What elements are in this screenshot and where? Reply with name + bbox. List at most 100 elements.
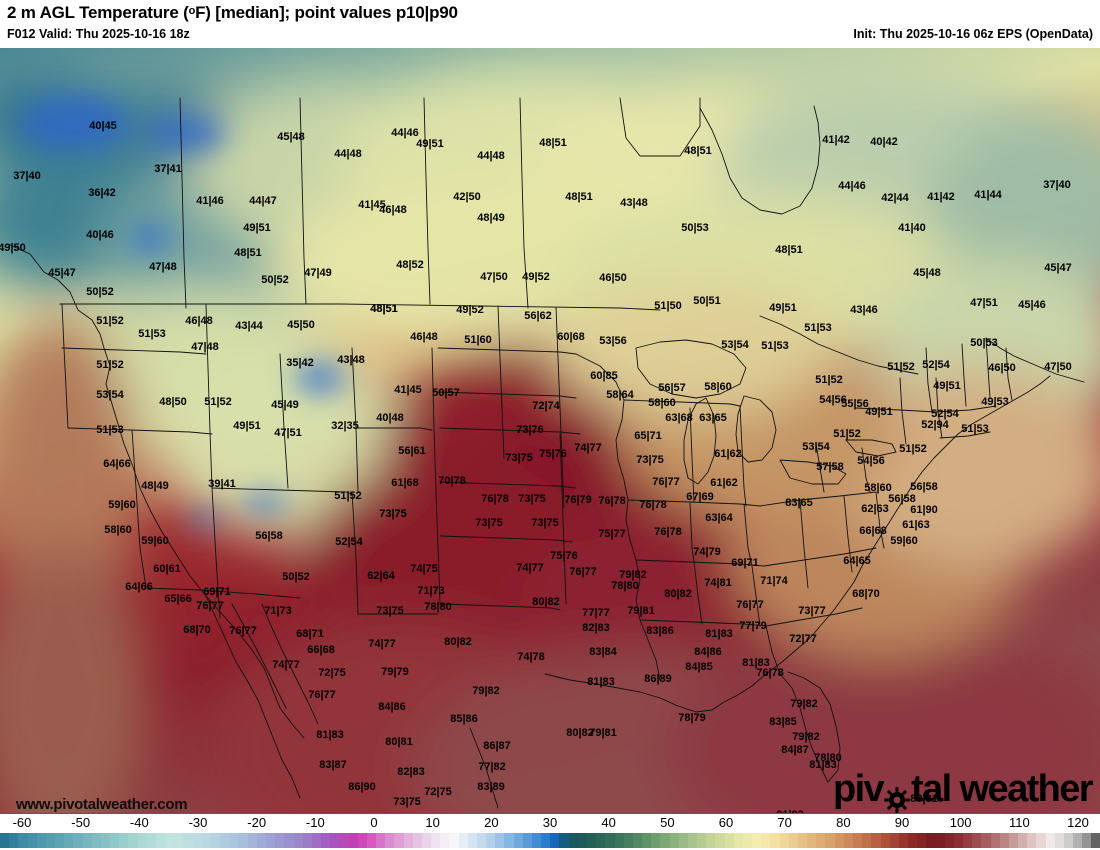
- point-value-label: 53|54: [802, 441, 830, 453]
- point-value-label: 43|48: [620, 197, 648, 209]
- point-value-label: 73|75: [636, 454, 664, 466]
- colorbar-cell: [898, 833, 909, 848]
- point-value-label: 48|51: [234, 247, 262, 259]
- point-value-label: 76|77: [308, 689, 336, 701]
- point-value-label: 80|82: [532, 596, 560, 608]
- point-value-label: 44|46: [838, 180, 866, 192]
- colorbar-cell: [293, 833, 303, 848]
- colorbar-cell: [596, 833, 606, 848]
- point-value-label: 58|60: [104, 524, 132, 536]
- point-value-label: 57|58: [816, 461, 844, 473]
- point-value-label: 56|58: [888, 493, 916, 505]
- point-value-label: 78|79: [678, 712, 706, 724]
- colorbar-tick-labels: -60 -50 -40 -30 -20 -10 0 10 20 30 40 50 60 70 80 90 100…: [0, 815, 1100, 833]
- colorbar-cell: [119, 833, 129, 848]
- point-value-label: 51|53: [804, 322, 832, 334]
- point-value-label: 39|41: [208, 478, 236, 490]
- colorbar-cell: [862, 833, 872, 848]
- map-svg[interactable]: 40|45 37|40 37|41 36|42 41|46 44|47 49|51 40|46…: [0, 48, 1100, 814]
- point-value-label: 60|68: [557, 331, 585, 343]
- point-value-label: 80|82: [566, 727, 594, 739]
- point-value-label: 73|75: [393, 796, 421, 808]
- point-value-label: 50|53: [970, 337, 998, 349]
- point-value-label: 48|49: [477, 212, 505, 224]
- point-value-label: 47|50: [1044, 361, 1072, 373]
- point-value-label: 58|60: [864, 482, 892, 494]
- point-value-label: 73|75: [505, 452, 533, 464]
- colorbar-tick: 120: [1067, 815, 1089, 830]
- colorbar-cell: [889, 833, 899, 848]
- colorbar-cell: [238, 833, 248, 848]
- point-value-label: 62|63: [861, 503, 889, 515]
- point-value-label: 73|76: [516, 424, 544, 436]
- point-value-label: 64|65: [843, 555, 871, 567]
- point-value-label: 72|75: [318, 667, 346, 679]
- point-value-label: 79|81: [589, 727, 617, 739]
- colorbar-cell: [9, 833, 19, 848]
- colorbar-cell: [908, 833, 918, 848]
- point-value-label: 84|86: [694, 646, 722, 658]
- colorbar-cell: [504, 833, 514, 848]
- point-value-label: 80|82: [444, 636, 472, 648]
- colorbar-cell: [165, 833, 175, 848]
- point-value-label: 68|70: [183, 624, 211, 636]
- point-value-label: 63|64: [705, 512, 733, 524]
- colorbar-cell: [36, 833, 46, 848]
- colorbar-cell: [357, 833, 367, 848]
- colorbar-cell: [385, 833, 395, 848]
- point-value-label: 84|86: [378, 701, 406, 713]
- init-time-label: Init: Thu 2025-10-16 06z EPS (OpenData): [853, 27, 1093, 41]
- point-value-label: 81|83: [742, 657, 770, 669]
- point-value-label: 71|73: [264, 605, 292, 617]
- colorbar-cell: [0, 833, 10, 848]
- point-value-label: 50|51: [693, 295, 721, 307]
- point-value-label: 50|52: [261, 274, 289, 286]
- point-value-label: 51|53: [138, 328, 166, 340]
- point-value-label: 50|53: [681, 222, 709, 234]
- point-value-label: 47|48: [191, 341, 219, 353]
- colorbar-cell: [321, 833, 331, 848]
- valid-time-label: F012 Valid: Thu 2025-10-16 18z: [7, 27, 190, 41]
- point-value-label: 60|85: [590, 370, 618, 382]
- map-canvas[interactable]: 40|45 37|40 37|41 36|42 41|46 44|47 49|51 40|46…: [0, 48, 1100, 814]
- point-value-label: 84|87: [781, 744, 809, 756]
- point-value-label: 50|57: [432, 387, 460, 399]
- colorbar-cell: [18, 833, 28, 848]
- point-value-label: 48|51: [684, 145, 712, 157]
- point-value-label: 71|73: [417, 585, 445, 597]
- point-value-label: 45|47: [48, 267, 76, 279]
- point-value-label: 77|77: [582, 607, 610, 619]
- point-value-label: 75|76: [550, 550, 578, 562]
- colorbar-cell: [1036, 833, 1046, 848]
- point-value-label: 46|50: [988, 362, 1016, 374]
- point-value-label: 49|52: [456, 304, 484, 316]
- point-value-label: 49|51: [416, 138, 444, 150]
- point-value-label: 75|76: [539, 448, 567, 460]
- title-suffix: F) [median]; point values p10|p90: [195, 3, 458, 22]
- point-value-label: 79|82: [619, 569, 647, 581]
- point-value-label: 49|52: [522, 271, 550, 283]
- colorbar-cell: [311, 833, 322, 848]
- point-value-label: 74|78: [517, 651, 545, 663]
- point-value-label: 76|77: [736, 599, 764, 611]
- colorbar-cell: [449, 833, 459, 848]
- colorbar-cell: [302, 833, 312, 848]
- point-value-label: 56|61: [398, 445, 426, 457]
- point-value-label: 48|51: [565, 191, 593, 203]
- page-title: 2 m AGL Temperature (oF) [median]; point…: [7, 3, 458, 23]
- temperature-blob: [840, 368, 1100, 568]
- point-value-label: 49|50: [0, 242, 26, 254]
- colorbar-gradient-strip[interactable]: [0, 833, 1100, 848]
- point-value-label: 47|51: [274, 427, 302, 439]
- colorbar-cell: [752, 833, 762, 848]
- header-bar: 2 m AGL Temperature (oF) [median]; point…: [0, 0, 1100, 48]
- point-value-label: 81|83: [316, 729, 344, 741]
- point-value-label: 51|60: [464, 334, 492, 346]
- colorbar-cell: [1018, 833, 1028, 848]
- colorbar-cell: [1054, 833, 1064, 848]
- colorbar-tick: 10: [425, 815, 440, 830]
- colorbar-cell: [972, 833, 982, 848]
- colorbar-cell: [522, 833, 532, 848]
- point-value-label: 83|87: [319, 759, 347, 771]
- colorbar[interactable]: -60 -50 -40 -30 -20 -10 0 10 20 30 40 50 60 70 80 90 100…: [0, 815, 1100, 850]
